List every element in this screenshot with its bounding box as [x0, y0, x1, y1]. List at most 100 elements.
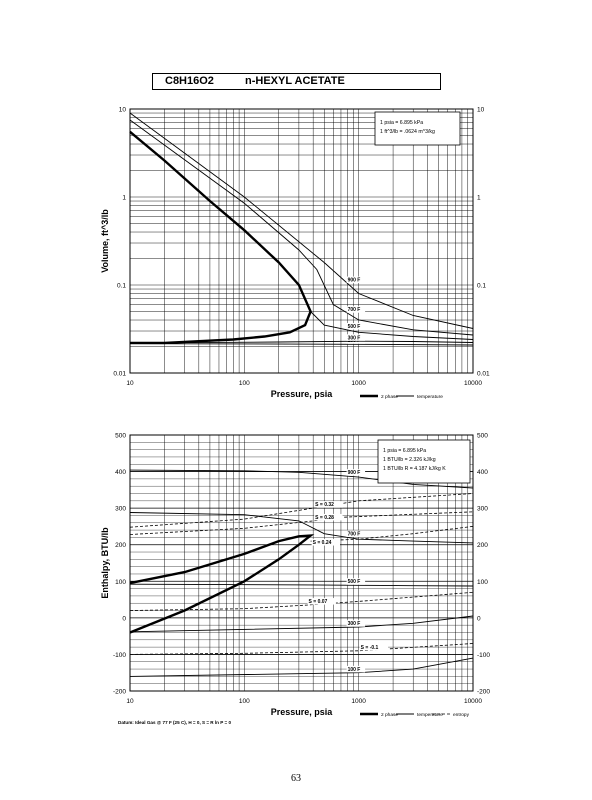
legend-label: 2 phase: [381, 712, 398, 718]
series-500-f: [310, 311, 474, 340]
series-label-bg: [346, 578, 366, 585]
y-tick-label-left: 200: [115, 542, 126, 549]
series-700-f: [129, 512, 474, 544]
y-tick-label-left: 100: [115, 579, 126, 586]
legend-label: temperature: [417, 712, 443, 718]
y-tick-label-right: 200: [477, 542, 488, 549]
y-axis-label: Volume, ft^3/lb: [100, 209, 110, 273]
series-label: 900 F: [348, 278, 361, 284]
series-label-bg: [314, 501, 343, 508]
y-tick-label-left: 1: [122, 195, 126, 202]
series-label-bg: [359, 643, 389, 651]
conversion-text: 1 BTU/lb R = 4.187 kJ/kg K: [383, 466, 446, 472]
series-label: S = 0.28: [315, 515, 334, 521]
grid: [129, 109, 473, 374]
series-s-0-32: [129, 493, 474, 528]
series-label: 500 F: [348, 579, 361, 585]
series-label: 700 F: [348, 307, 361, 313]
conversion-text: 1 ft^3/lb = .0624 m^3/kg: [380, 129, 435, 135]
legend-label: 2 phase: [381, 394, 398, 400]
conversion-box: [374, 111, 461, 146]
y-tick-label-right: 0.1: [477, 283, 486, 290]
page-number: 63: [291, 773, 301, 784]
series-label-bg: [346, 665, 366, 673]
series-label-bg: [311, 539, 341, 546]
x-tick-label: 10000: [464, 380, 482, 387]
x-tick-label: 10: [126, 698, 134, 705]
series-300-f: [129, 615, 474, 633]
y-tick-label-right: -100: [477, 652, 490, 659]
series-100-f: [129, 657, 474, 677]
series-label-bg: [346, 322, 366, 330]
y-tick-label-left: 400: [115, 469, 126, 476]
conversion-box: [377, 439, 471, 484]
series-2-phase: [129, 130, 312, 345]
x-axis-label: Pressure, psia: [271, 707, 334, 717]
y-tick-label-left: 0.01: [113, 371, 126, 378]
series-s-0-28: [129, 511, 474, 535]
series-100-f: [129, 343, 474, 346]
series-900-f: [129, 469, 474, 489]
y-tick-label-left: 300: [115, 506, 126, 513]
y-tick-label-left: 500: [115, 433, 126, 440]
y-tick-label-right: -200: [477, 689, 490, 696]
series-label: 100 F: [348, 667, 361, 673]
series-label: S = 0.07: [309, 599, 328, 605]
series-2-phase: [129, 534, 315, 634]
y-tick-label-left: 10: [119, 107, 127, 114]
chart-title-box: C8H16O2 n-HEXYL ACETATE: [152, 73, 441, 90]
x-tick-label: 10: [126, 380, 134, 387]
y-tick-label-right: 500: [477, 433, 488, 440]
series-label-bg: [346, 530, 366, 537]
x-tick-label: 1000: [351, 380, 366, 387]
conversion-text: 1 BTU/lb = 2.326 kJ/kg: [383, 457, 436, 463]
y-tick-label-right: 400: [477, 469, 488, 476]
datum-footnote: Datum: Ideal Gas @ 77 F (25 C), H = 0, S…: [118, 720, 231, 725]
series-s-0-24: [310, 526, 474, 542]
conversion-text: 1 psia = 6.895 kPa: [380, 120, 423, 126]
series-label-bg: [314, 513, 343, 521]
series-label-bg: [346, 306, 366, 313]
series-500-f: [129, 583, 474, 587]
series-label: 300 F: [348, 335, 361, 341]
y-tick-label-right: 100: [477, 579, 488, 586]
series-label: 700 F: [348, 531, 361, 537]
chart-panel-2: 10 100 1000 10000-200-1000100200300400500-2…: [100, 433, 490, 726]
series-label: 500 F: [348, 324, 361, 330]
series-label-bg: [346, 276, 366, 284]
series-s-0-07: [129, 591, 474, 611]
x-tick-label: 100: [239, 380, 250, 387]
legend-label: entropy: [453, 712, 470, 718]
chemical-name: n-HEXYL ACETATE: [245, 75, 345, 87]
series-label-bg: [307, 598, 336, 605]
series-900-f: [129, 112, 474, 329]
series-label: S = 0.24: [313, 540, 332, 546]
y-tick-label-left: 0.1: [117, 283, 126, 290]
plot-frame: [129, 108, 474, 374]
x-tick-label: 100: [239, 698, 250, 705]
plot-frame: [129, 434, 474, 692]
y-tick-label-right: 300: [477, 506, 488, 513]
y-tick-label-right: 10: [477, 107, 485, 114]
chart-panel-1: 10 100 1000 100000.010.11100.010.1110Pressu…: [100, 107, 490, 401]
series-label-bg: [346, 620, 366, 627]
chemical-formula: C8H16O2: [165, 75, 214, 87]
series-label: S = -0.1: [361, 645, 379, 651]
series-label: 300 F: [348, 621, 361, 627]
series-300-f: [129, 340, 474, 344]
x-tick-label: 10000: [464, 698, 482, 705]
x-tick-label: 1000: [351, 698, 366, 705]
y-tick-label-right: 0: [477, 615, 481, 622]
y-tick-label-left: -200: [113, 689, 126, 696]
series-label: S = 0.32: [315, 502, 334, 508]
y-tick-label-left: -100: [113, 652, 126, 659]
series-s-0-1: [129, 643, 474, 655]
series-label: 900 F: [348, 470, 361, 476]
x-axis-label: Pressure, psia: [271, 389, 334, 399]
y-tick-label-left: 0: [122, 615, 126, 622]
legend-label: temperature: [417, 394, 443, 400]
series-label-bg: [346, 334, 366, 341]
y-axis-label: Enthalpy, BTU/lb: [100, 527, 110, 599]
y-tick-label-right: 0.01: [477, 371, 490, 378]
